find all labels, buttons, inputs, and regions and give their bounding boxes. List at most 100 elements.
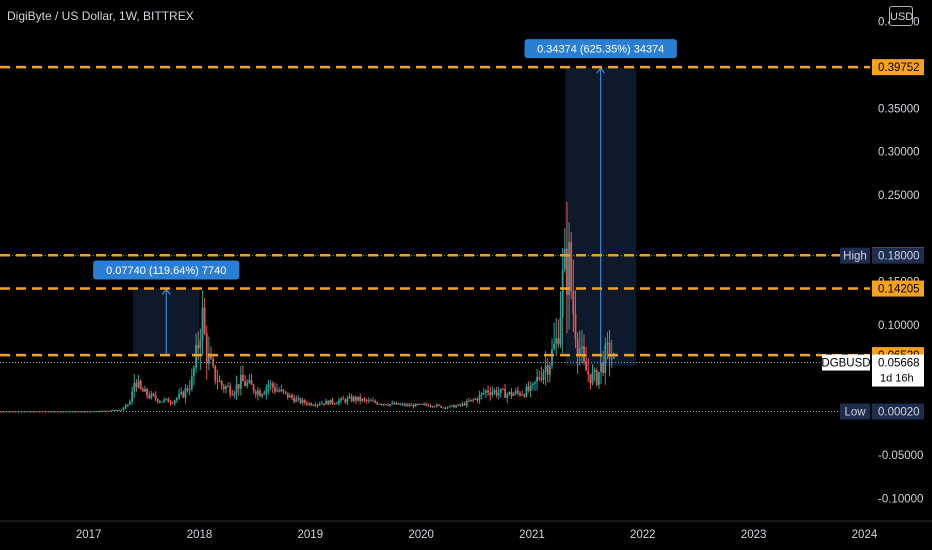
candle [429, 406, 432, 408]
candle [459, 404, 462, 406]
candle [606, 342, 609, 345]
candle [67, 411, 70, 413]
candle [401, 404, 404, 406]
candle [284, 391, 287, 393]
candle [295, 398, 298, 402]
candle [203, 307, 206, 334]
candle [510, 392, 513, 396]
candle [389, 403, 391, 406]
x-tick-label: 2019 [298, 529, 324, 541]
y-tick-label: 0.30000 [878, 147, 920, 159]
candle [120, 410, 123, 412]
candle [557, 338, 560, 345]
candle [493, 390, 496, 393]
candle [7, 411, 10, 413]
high-tag: High [843, 251, 867, 263]
candle [331, 399, 334, 404]
candle [523, 394, 526, 397]
candle [457, 404, 460, 406]
candle [570, 241, 573, 291]
candle [363, 399, 366, 401]
candle [538, 377, 541, 379]
candle [406, 404, 408, 406]
low-tag: Low [844, 406, 866, 418]
x-tick-label: 2017 [76, 529, 102, 541]
candle [374, 400, 377, 403]
candle [352, 396, 355, 402]
candle [408, 404, 411, 406]
candle [455, 405, 457, 408]
candle [227, 386, 229, 388]
level-price-label-2: 0.14205 [878, 284, 920, 296]
candle [282, 389, 285, 392]
candle [154, 395, 157, 399]
candle [504, 388, 507, 398]
currency-button[interactable]: USD [889, 6, 913, 26]
candle [572, 290, 575, 314]
candle [90, 411, 93, 413]
last-price-box [872, 354, 924, 387]
candle [610, 358, 613, 360]
candle [433, 406, 436, 408]
candle [436, 404, 438, 407]
candle [109, 410, 112, 412]
x-tick-label: 2024 [852, 529, 878, 541]
candle [367, 400, 370, 402]
candle [139, 380, 142, 389]
candle [146, 388, 148, 396]
y-tick-label: 0.25000 [878, 190, 920, 202]
candle [316, 404, 319, 406]
candle [546, 365, 549, 375]
candle [463, 403, 466, 406]
measurement-layer [132, 67, 637, 366]
level-price-box-0 [872, 59, 924, 76]
candle [178, 393, 180, 399]
candle [114, 410, 116, 412]
candle [382, 404, 385, 406]
candle [348, 396, 351, 399]
candle [199, 340, 202, 349]
candle [340, 398, 342, 401]
candle [446, 407, 449, 409]
candle [489, 392, 492, 395]
candle [280, 389, 283, 392]
candle [376, 402, 379, 405]
candle [399, 404, 402, 406]
measurement-label-box-0 [93, 260, 240, 280]
candle [395, 403, 398, 405]
candle [293, 397, 296, 402]
candle [602, 362, 605, 374]
candle [188, 388, 191, 391]
candle [214, 365, 217, 381]
candle [58, 411, 61, 413]
candle [329, 399, 332, 405]
candle [156, 398, 159, 402]
candle [548, 365, 551, 375]
measurement-labels-layer: 0.07740 (119.64%) 7740 0.34374 (625.35%) … [93, 39, 677, 280]
candle [45, 411, 48, 413]
candle [207, 353, 210, 364]
candle [442, 407, 445, 409]
candle [267, 384, 270, 388]
candle [173, 400, 176, 404]
candle [369, 400, 372, 402]
candle [256, 390, 259, 395]
symbol-tag: DGBUSD [821, 358, 870, 370]
x-tick-label: 2020 [408, 529, 434, 541]
candle [122, 407, 125, 411]
candle [553, 343, 556, 350]
candle [1, 411, 4, 413]
candle [169, 402, 172, 404]
candle [303, 400, 306, 403]
candle [514, 390, 517, 394]
candle [124, 404, 127, 408]
candle [95, 411, 97, 413]
candle [259, 390, 261, 397]
candle [82, 411, 85, 413]
candle [323, 403, 325, 405]
level-lines-layer [0, 65, 870, 357]
candle [529, 385, 532, 392]
candle [237, 384, 240, 389]
candle [126, 404, 129, 406]
